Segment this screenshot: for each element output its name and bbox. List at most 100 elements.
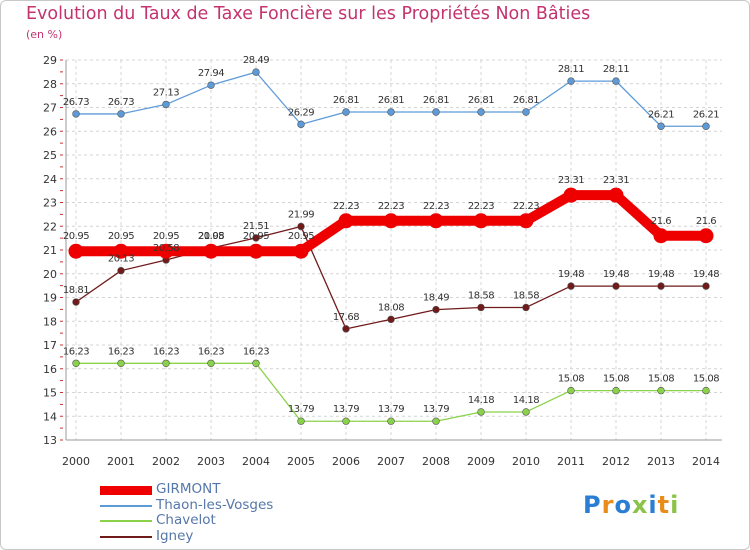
data-label-igney: 19.48: [558, 269, 584, 280]
data-label-thaon-les-vosges: 26.73: [63, 97, 89, 108]
data-point-thaon-les-vosges: [567, 77, 575, 85]
data-point-thaon-les-vosges: [612, 77, 620, 85]
data-label-igney: 21.08: [198, 231, 224, 242]
data-label-girmont: 23.31: [603, 175, 629, 186]
data-label-igney: 18.08: [378, 302, 404, 313]
data-label-chavelot: 16.23: [63, 346, 89, 357]
y-tick-label: 15: [43, 387, 57, 400]
data-label-chavelot: 16.23: [243, 346, 269, 357]
y-tick-label: 23: [43, 197, 57, 210]
legend-label-girmont: GIRMONT: [156, 481, 221, 497]
y-tick-label: 21: [43, 244, 57, 257]
data-label-girmont: 22.23: [513, 201, 539, 212]
data-label-chavelot: 15.08: [648, 374, 674, 385]
x-tick-label: 2009: [467, 455, 495, 468]
data-point-igney: [522, 303, 530, 312]
data-label-thaon-les-vosges: 26.81: [513, 95, 539, 106]
y-tick-label: 26: [43, 125, 57, 138]
data-point-igney: [252, 234, 260, 242]
data-label-thaon-les-vosges: 26.81: [468, 95, 494, 106]
y-tick-label: 16: [43, 363, 57, 376]
data-label-girmont: 20.95: [243, 231, 269, 242]
data-point-chavelot: [72, 359, 80, 367]
data-point-igney: [612, 282, 620, 290]
data-label-girmont: 20.95: [288, 231, 314, 242]
data-point-chavelot: [162, 359, 170, 367]
data-label-igney: 18.58: [513, 290, 539, 301]
x-tick-label: 2011: [557, 455, 585, 468]
data-point-girmont: [158, 243, 174, 259]
data-point-chavelot: [207, 359, 215, 367]
data-label-chavelot: 16.23: [153, 346, 179, 357]
y-unit-label: (en %): [26, 28, 63, 41]
data-label-thaon-les-vosges: 26.73: [108, 97, 134, 108]
data-point-girmont: [608, 187, 624, 203]
x-tick-label: 2004: [242, 455, 270, 468]
data-label-igney: 18.49: [423, 293, 449, 304]
x-tick-label: 2001: [107, 455, 135, 468]
data-label-igney: 17.68: [333, 312, 359, 323]
y-tick-label: 24: [43, 173, 57, 186]
data-label-chavelot: 15.08: [693, 374, 719, 385]
y-tick-label: 17: [43, 339, 57, 352]
x-tick-label: 2005: [287, 455, 315, 468]
data-label-chavelot: 13.79: [423, 404, 449, 415]
data-label-chavelot: 13.79: [288, 404, 314, 415]
line-chart: 13 14 15 16 17 18 19 20 21 22 23 24 25 26 27 28 29 2000 20…: [43, 54, 722, 468]
data-label-chavelot: 13.79: [333, 404, 359, 415]
y-tick-label: 13: [43, 434, 57, 447]
data-label-chavelot: 15.08: [558, 374, 584, 385]
data-point-igney: [342, 325, 350, 333]
data-point-chavelot: [252, 359, 260, 367]
data-label-girmont: 22.23: [333, 201, 359, 212]
data-label-thaon-les-vosges: 26.21: [648, 109, 674, 120]
data-point-chavelot: [612, 386, 620, 395]
legend-swatch-thaon-les-vosges: [100, 504, 152, 507]
data-label-thaon-les-vosges: 28.49: [243, 55, 269, 66]
data-point-thaon-les-vosges: [72, 110, 80, 118]
data-point-chavelot: [387, 417, 395, 425]
data-label-igney: 20.13: [108, 254, 134, 265]
data-point-thaon-les-vosges: [522, 108, 530, 116]
data-point-girmont: [248, 243, 264, 259]
data-label-thaon-les-vosges: 26.81: [423, 95, 449, 106]
data-point-thaon-les-vosges: [342, 108, 350, 116]
data-label-igney: 18.58: [468, 290, 494, 301]
data-point-chavelot: [117, 359, 125, 367]
data-point-girmont: [338, 213, 354, 229]
data-label-igney: 21.99: [288, 209, 314, 220]
logo-letter: t: [657, 491, 671, 519]
data-label-girmont: 20.95: [63, 231, 89, 242]
x-tick-label: 2008: [422, 455, 450, 468]
data-point-thaon-les-vosges: [297, 120, 305, 129]
logo-letter: r: [601, 491, 615, 519]
logo-letter: i: [648, 491, 658, 519]
y-tick-label: 28: [43, 78, 57, 91]
legend-label-chavelot: Chavelot: [156, 512, 216, 528]
legend-swatch-chavelot: [100, 520, 152, 522]
data-point-girmont: [68, 243, 84, 259]
data-point-igney: [432, 305, 440, 314]
legend-label-igney: Igney: [156, 527, 194, 544]
data-label-thaon-les-vosges: 28.11: [603, 64, 629, 75]
data-label-igney: 21.51: [243, 221, 269, 232]
y-tick-label: 25: [43, 149, 57, 162]
y-tick-label: 22: [43, 220, 57, 233]
data-label-igney: 19.48: [693, 269, 719, 280]
x-tick-label: 2013: [647, 455, 675, 468]
x-tick-label: 2014: [692, 455, 720, 468]
data-point-thaon-les-vosges: [252, 68, 260, 76]
data-label-thaon-les-vosges: 27.94: [198, 68, 224, 79]
legend-swatch-igney: [100, 535, 152, 538]
data-point-thaon-les-vosges: [432, 108, 440, 116]
data-point-igney: [702, 282, 710, 290]
data-point-igney: [72, 298, 80, 306]
data-point-igney: [117, 266, 125, 275]
data-label-girmont: 23.31: [558, 175, 584, 186]
x-tick-label: 2006: [332, 455, 360, 468]
y-tick-label: 20: [43, 268, 57, 281]
data-point-thaon-les-vosges: [207, 81, 215, 89]
data-label-igney: 20.58: [153, 243, 179, 254]
data-label-thaon-les-vosges: 26.81: [333, 95, 359, 106]
data-label-chavelot: 16.23: [108, 346, 134, 357]
